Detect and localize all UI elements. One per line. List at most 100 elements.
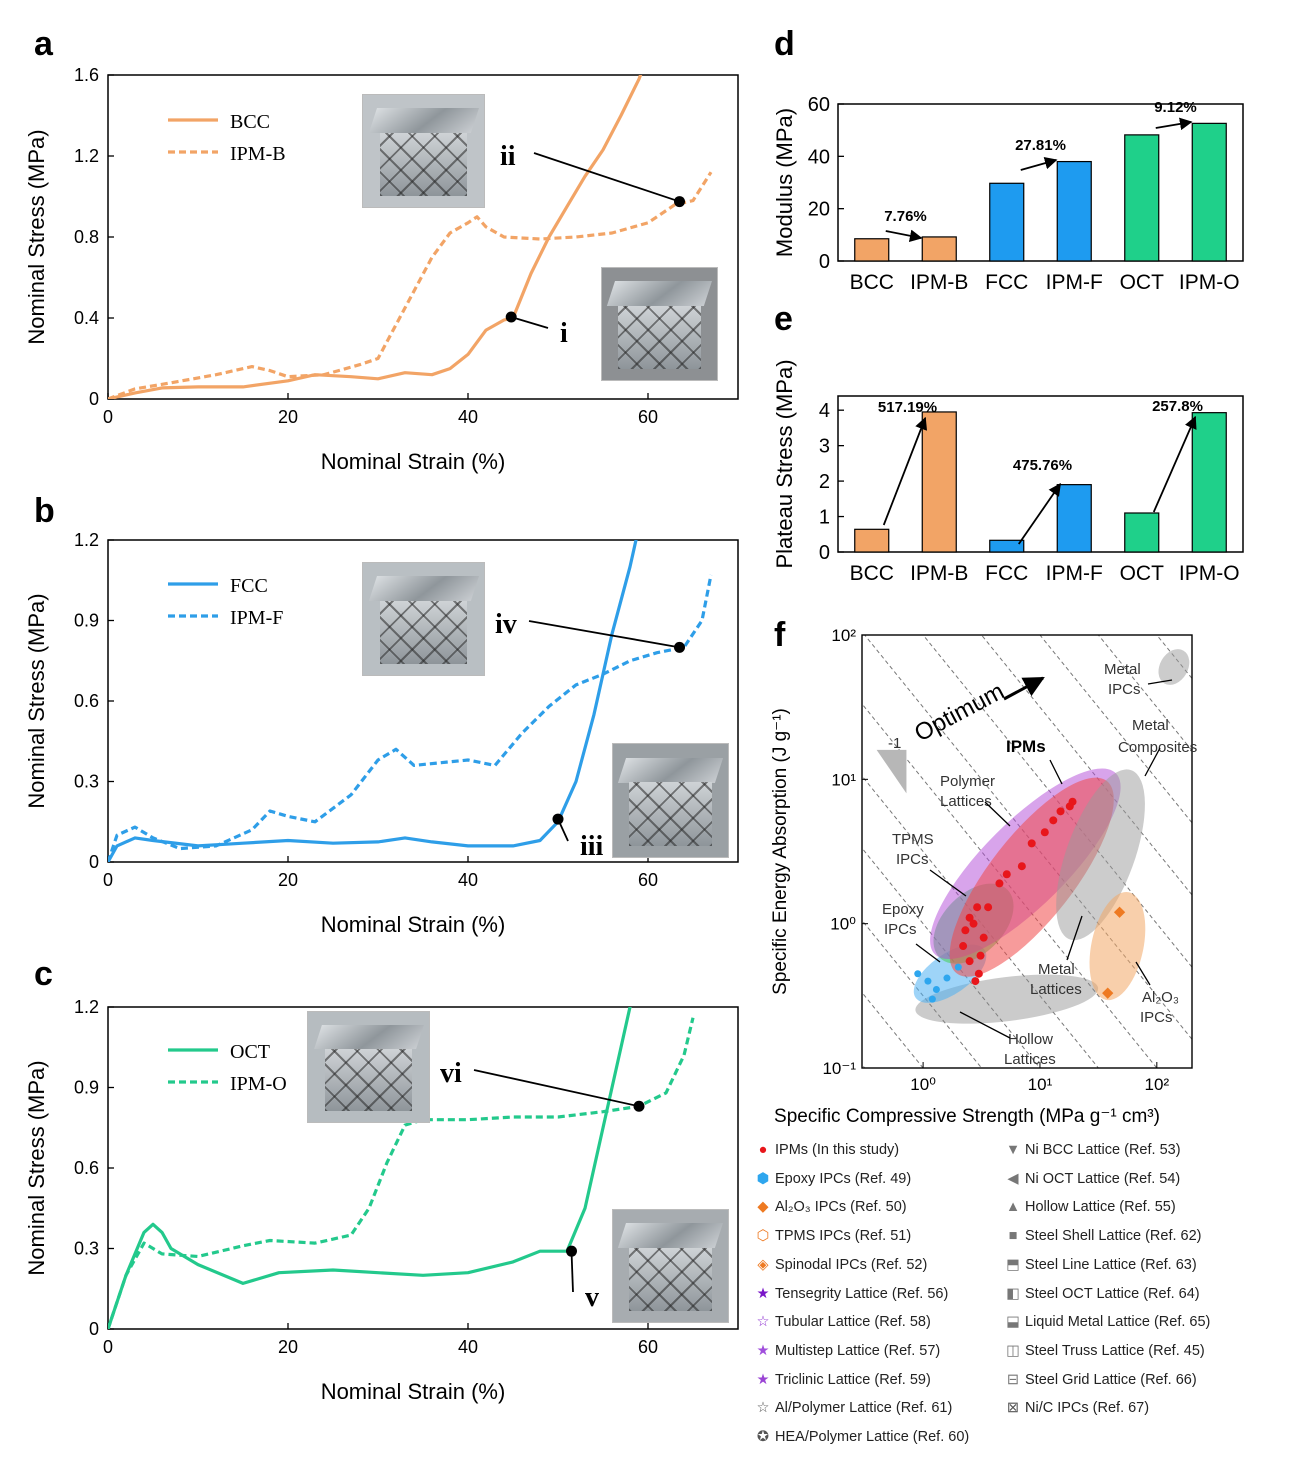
ipm-point xyxy=(1056,807,1065,816)
y-tick-label: 0.6 xyxy=(74,691,99,711)
panel-label-e: e xyxy=(774,300,793,338)
y-tick-label: 1 xyxy=(819,507,830,529)
legend-label: Ni OCT Lattice (Ref. 54) xyxy=(1025,1170,1181,1187)
bar xyxy=(854,238,890,262)
legend-marker-icon: ◀ xyxy=(1007,1170,1019,1187)
bar xyxy=(854,528,890,553)
legend-marker-icon: ☆ xyxy=(756,1314,770,1331)
y-tick-label: 0.6 xyxy=(74,1158,99,1178)
marked-point xyxy=(674,196,685,208)
legend-item: ★ Tensegrity Lattice (Ref. 56) xyxy=(754,1284,949,1304)
legend-item: ▼ Ni BCC Lattice (Ref. 53) xyxy=(1004,1140,1181,1160)
x-tick-label: IPM-F xyxy=(1046,271,1103,294)
bar xyxy=(989,539,1025,553)
region-metal-ipcs xyxy=(1158,649,1190,685)
legend-marker-icon: ▼ xyxy=(1005,1142,1021,1158)
ipm-point xyxy=(1049,816,1058,825)
y-tick-label: 10⁻¹ xyxy=(822,1059,856,1078)
plot-frame xyxy=(861,634,1193,1069)
panel-label-b: b xyxy=(34,492,55,530)
plateau-stress-bar-chart: 0 1 2 3 4 BCC IPM-B FCC IPM-F OCT IPM-O Plateau Str… xyxy=(772,359,1244,585)
region-label: -1 xyxy=(888,735,901,752)
y-tick-label: 0 xyxy=(89,852,99,872)
point-label: i xyxy=(560,318,568,349)
x-tick-label: 0 xyxy=(103,407,113,427)
region-label: Al₂O₃ xyxy=(1142,989,1179,1006)
ipm-point xyxy=(973,903,982,912)
x-axis-title: Specific Compressive Strength (MPa g⁻¹ c… xyxy=(774,1106,1160,1127)
y-tick-label: 0.3 xyxy=(74,772,99,792)
y-tick-label: 0.9 xyxy=(74,611,99,631)
al2o3-point xyxy=(1113,906,1126,918)
legend-marker-icon: ⬓ xyxy=(1006,1314,1020,1331)
legend-label: IPMs (In this study) xyxy=(775,1142,900,1158)
legend-a-dashed: IPM-B xyxy=(230,143,286,165)
ipm-point xyxy=(984,903,993,912)
epoxy-point xyxy=(943,974,951,982)
legend-item: ⊠ Ni/C IPCs (Ref. 67) xyxy=(1004,1398,1149,1418)
point-label: vi xyxy=(440,1058,462,1089)
marked-point xyxy=(505,311,517,323)
region-label: Metal xyxy=(1132,717,1169,734)
marked-point xyxy=(633,1100,645,1112)
legend-item: ◀ Ni OCT Lattice (Ref. 54) xyxy=(1004,1169,1180,1189)
modulus-bar-chart: 0 20 40 60 BCC IPM-B FCC IPM-F OCT IPM-O Modulus (… xyxy=(772,94,1244,294)
y-tick-label: 1.2 xyxy=(74,530,99,550)
legend-label: Steel Shell Lattice (Ref. 62) xyxy=(1025,1228,1202,1245)
region-label: Lattices xyxy=(940,793,992,810)
region-label: Optimum xyxy=(910,678,1009,748)
region-label: Hollow xyxy=(1008,1031,1053,1048)
panel-label-a: a xyxy=(34,25,54,63)
legend-marker-icon: ⊟ xyxy=(1006,1371,1020,1388)
x-tick-label: 20 xyxy=(278,1337,298,1357)
stress-strain-plot-b: 0 20 40 60 0 0.3 0.6 0.9 1.2 Nominal Strain (%) No… xyxy=(24,530,739,937)
y-tick-label: 0 xyxy=(89,389,99,409)
legend-item: ⬒ Steel Line Lattice (Ref. 63) xyxy=(1004,1255,1197,1275)
specimen-photo-bcc-top xyxy=(362,94,485,208)
specimen-photo-bcc-bottom xyxy=(601,267,718,381)
legend-label: Steel Truss Lattice (Ref. 45) xyxy=(1025,1342,1205,1359)
legend-marker-icon: ◈ xyxy=(757,1256,769,1273)
legend-label: Ni/C IPCs (Ref. 67) xyxy=(1025,1400,1150,1417)
ashby-chart: 10⁰ 10¹ 10² 10⁻¹ 10⁰ 10¹ 10² Specific Compressi… xyxy=(770,626,1197,1127)
legend-label: Hollow Lattice (Ref. 55) xyxy=(1025,1199,1176,1216)
region-label: IPCs xyxy=(884,921,917,938)
legend-marker-icon: ◫ xyxy=(1006,1342,1020,1359)
legend-label: Liquid Metal Lattice (Ref. 65) xyxy=(1025,1314,1211,1331)
y-tick-label: 2 xyxy=(819,471,830,493)
legend-label: Multistep Lattice (Ref. 57) xyxy=(775,1342,941,1359)
legend-marker-icon: ⊠ xyxy=(1006,1400,1020,1417)
change-annotation: 9.12% xyxy=(1154,99,1197,116)
legend-marker-icon: ✪ xyxy=(756,1429,770,1445)
legend-marker-icon: ■ xyxy=(1008,1228,1018,1245)
ipm-point xyxy=(969,919,978,928)
region-label: IPCs xyxy=(896,851,929,868)
x-tick-label: 60 xyxy=(638,407,658,427)
panel-label-f: f xyxy=(774,616,786,654)
legend-a-solid: BCC xyxy=(230,111,270,133)
legend-marker-icon: ★ xyxy=(756,1371,770,1388)
x-tick-label: 20 xyxy=(278,870,298,890)
bar xyxy=(921,236,957,262)
y-axis-title: Nominal Stress (MPa) xyxy=(24,593,49,808)
panel-label-c: c xyxy=(34,955,53,993)
legend-label: Al₂O₃ IPCs (Ref. 50) xyxy=(775,1199,907,1216)
bar xyxy=(921,411,957,553)
region-label: Polymer xyxy=(940,773,995,790)
ipm-point xyxy=(971,977,980,986)
legend-c-dashed: IPM-O xyxy=(230,1073,287,1095)
plot-frame xyxy=(837,395,1244,553)
epoxy-point xyxy=(914,970,922,978)
region-label: Composites xyxy=(1118,739,1197,756)
x-tick-label: FCC xyxy=(985,562,1028,585)
region-label: IPCs xyxy=(1140,1009,1173,1026)
stress-strain-plot-a: 0 20 40 60 0 0.4 0.8 1.2 1.6 Nominal Strain (%) No… xyxy=(24,65,739,474)
region-label: IPMs xyxy=(1006,737,1046,756)
ipm-point xyxy=(979,933,988,942)
x-tick-label: BCC xyxy=(850,562,894,585)
x-tick-label: 20 xyxy=(278,407,298,427)
x-tick-label: 40 xyxy=(458,870,478,890)
y-tick-label: 0 xyxy=(819,251,830,273)
x-tick-label: IPM-O xyxy=(1179,271,1240,294)
legend-item: ◫ Steel Truss Lattice (Ref. 45) xyxy=(1004,1341,1205,1361)
